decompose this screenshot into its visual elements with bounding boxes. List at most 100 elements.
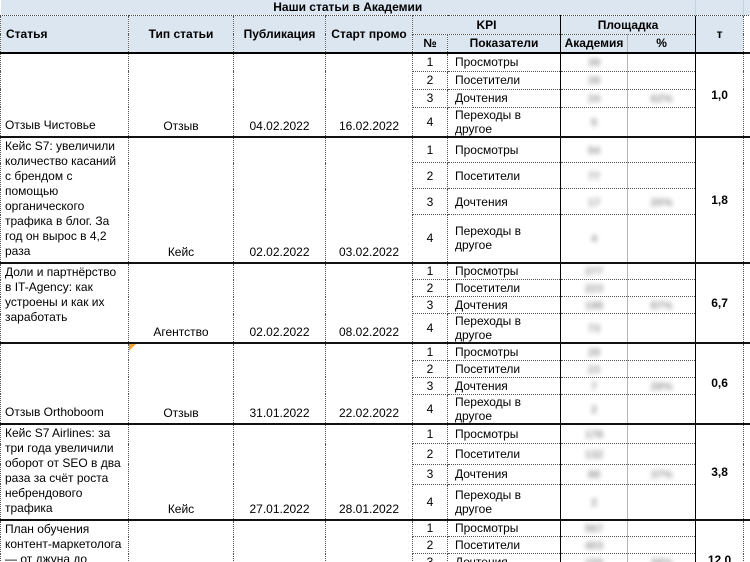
kpi-metric-cell[interactable]: Дочтения: [447, 463, 561, 485]
academy-value-cell[interactable]: 24: [560, 88, 628, 108]
kpi-metric-cell[interactable]: Просмотры: [447, 422, 561, 445]
article-type-cell[interactable]: Отзыв: [128, 52, 234, 137]
kpi-num-cell[interactable]: 2: [412, 70, 448, 90]
academy-value-cell[interactable]: 2: [560, 483, 628, 521]
total-thousands-cell[interactable]: 6,7: [695, 261, 745, 344]
article-title-cell[interactable]: Кейс S7 Airlines: за три года увеличили …: [0, 422, 129, 520]
kpi-num-cell[interactable]: 2: [412, 279, 448, 297]
kpi-metric-cell[interactable]: Переходы в другое: [447, 483, 561, 521]
academy-value-cell[interactable]: 277: [560, 261, 628, 280]
academy-value-cell[interactable]: 77: [560, 162, 628, 190]
kpi-metric-cell[interactable]: Посетители: [447, 443, 561, 465]
sheet-title[interactable]: Наши статьи в Академии: [0, 0, 697, 16]
percent-value-cell[interactable]: 20%: [626, 188, 697, 216]
kpi-metric-cell[interactable]: Дочтения: [447, 88, 561, 108]
kpi-metric-cell[interactable]: Переходы в другое: [447, 313, 561, 344]
col-header-type[interactable]: Тип статьи: [128, 14, 234, 54]
kpi-num-cell[interactable]: 3: [412, 188, 448, 216]
kpi-metric-cell[interactable]: Дочтения: [447, 376, 561, 395]
published-date-cell[interactable]: 27.01.2022: [233, 422, 326, 520]
percent-value-cell[interactable]: [626, 536, 697, 555]
kpi-num-cell[interactable]: 2: [412, 162, 448, 190]
col-header-platform[interactable]: Площадка: [559, 14, 697, 35]
published-date-cell[interactable]: 02.02.2022: [233, 135, 326, 263]
percent-value-cell[interactable]: [626, 106, 697, 137]
kpi-num-cell[interactable]: 2: [412, 359, 448, 378]
academy-value-cell[interactable]: 7: [560, 376, 628, 395]
kpi-num-cell[interactable]: 3: [412, 463, 448, 485]
kpi-num-cell[interactable]: 1: [412, 518, 448, 538]
kpi-metric-cell[interactable]: Посетители: [447, 279, 561, 297]
col-header-kpi[interactable]: KPI: [412, 14, 561, 35]
kpi-num-cell[interactable]: 4: [412, 393, 448, 424]
article-type-cell[interactable]: Кейс: [128, 135, 234, 263]
published-date-cell[interactable]: 31.01.2022: [233, 342, 326, 424]
percent-value-cell[interactable]: 62%: [626, 88, 697, 108]
total-thousands-cell[interactable]: 1,8: [695, 135, 745, 263]
percent-value-cell[interactable]: [626, 518, 697, 538]
academy-value-cell[interactable]: 73: [560, 313, 628, 344]
kpi-metric-cell[interactable]: Просмотры: [447, 52, 561, 72]
kpi-metric-cell[interactable]: Дочтения: [447, 188, 561, 216]
percent-value-cell[interactable]: [626, 443, 697, 465]
kpi-num-cell[interactable]: 4: [412, 313, 448, 344]
academy-value-cell[interactable]: 198: [560, 296, 628, 314]
col-header-article[interactable]: Статья: [0, 14, 129, 54]
published-date-cell[interactable]: 28.12.2021: [233, 518, 326, 562]
col-header-academy[interactable]: Академия: [560, 33, 628, 54]
kpi-num-cell[interactable]: 2: [412, 443, 448, 465]
col-header-published[interactable]: Публикация: [233, 14, 326, 54]
percent-value-cell[interactable]: 28%: [626, 376, 697, 395]
col-header-num[interactable]: №: [412, 33, 448, 54]
col-header-total[interactable]: т: [695, 14, 745, 54]
academy-value-cell[interactable]: 94: [560, 135, 628, 164]
academy-value-cell[interactable]: 223: [560, 279, 628, 297]
promo-start-date-cell[interactable]: 08.02.2022: [325, 261, 413, 344]
percent-value-cell[interactable]: [626, 483, 697, 521]
title-row-corner-cell[interactable]: [695, 0, 745, 16]
kpi-metric-cell[interactable]: Переходы в другое: [447, 106, 561, 137]
academy-value-cell[interactable]: 39: [560, 70, 628, 90]
kpi-num-cell[interactable]: 3: [412, 376, 448, 395]
kpi-num-cell[interactable]: 2: [412, 536, 448, 555]
percent-value-cell[interactable]: [626, 342, 697, 361]
article-title-cell[interactable]: Кейс S7: увеличили количество касаний с …: [0, 135, 129, 263]
article-type-cell[interactable]: Отзыв: [128, 342, 234, 424]
promo-start-date-cell[interactable]: 22.02.2022: [325, 342, 413, 424]
article-type-cell[interactable]: Кейс: [128, 422, 234, 520]
col-header-percent[interactable]: %: [626, 33, 697, 54]
kpi-num-cell[interactable]: 1: [412, 422, 448, 445]
academy-value-cell[interactable]: 88: [560, 463, 628, 485]
percent-value-cell[interactable]: [626, 279, 697, 297]
kpi-metric-cell[interactable]: Просмотры: [447, 261, 561, 280]
academy-value-cell[interactable]: 403: [560, 536, 628, 555]
percent-value-cell[interactable]: [626, 52, 697, 72]
article-title-cell[interactable]: Отзыв Orthoboom: [0, 342, 129, 424]
kpi-num-cell[interactable]: 1: [412, 261, 448, 280]
kpi-num-cell[interactable]: 4: [412, 106, 448, 137]
percent-value-cell[interactable]: 37%: [626, 463, 697, 485]
percent-value-cell[interactable]: [626, 135, 697, 164]
article-title-cell[interactable]: План обучения контент-маркетолога — от д…: [0, 518, 129, 562]
kpi-metric-cell[interactable]: Переходы в другое: [447, 214, 561, 263]
academy-value-cell[interactable]: 39: [560, 52, 628, 72]
percent-value-cell[interactable]: [626, 393, 697, 424]
academy-value-cell[interactable]: 23: [560, 359, 628, 378]
percent-value-cell[interactable]: 38%: [626, 553, 697, 562]
kpi-num-cell[interactable]: 3: [412, 553, 448, 562]
article-type-cell[interactable]: агентство: [128, 518, 234, 562]
kpi-num-cell[interactable]: 3: [412, 88, 448, 108]
promo-start-date-cell[interactable]: 03.02.2022: [325, 135, 413, 263]
academy-value-cell[interactable]: 2: [560, 393, 628, 424]
percent-value-cell[interactable]: [626, 261, 697, 280]
percent-value-cell[interactable]: [626, 162, 697, 190]
promo-start-date-cell[interactable]: 28.01.2022: [325, 422, 413, 520]
promo-start-date-cell[interactable]: 29.12.2021: [325, 518, 413, 562]
col-header-promo-start[interactable]: Старт промо: [325, 14, 413, 54]
percent-value-cell[interactable]: [626, 313, 697, 344]
percent-value-cell[interactable]: [626, 70, 697, 90]
academy-value-cell[interactable]: 155: [560, 553, 628, 562]
kpi-num-cell[interactable]: 3: [412, 296, 448, 314]
academy-value-cell[interactable]: 5: [560, 106, 628, 137]
total-thousands-cell[interactable]: 12,0: [695, 518, 745, 562]
